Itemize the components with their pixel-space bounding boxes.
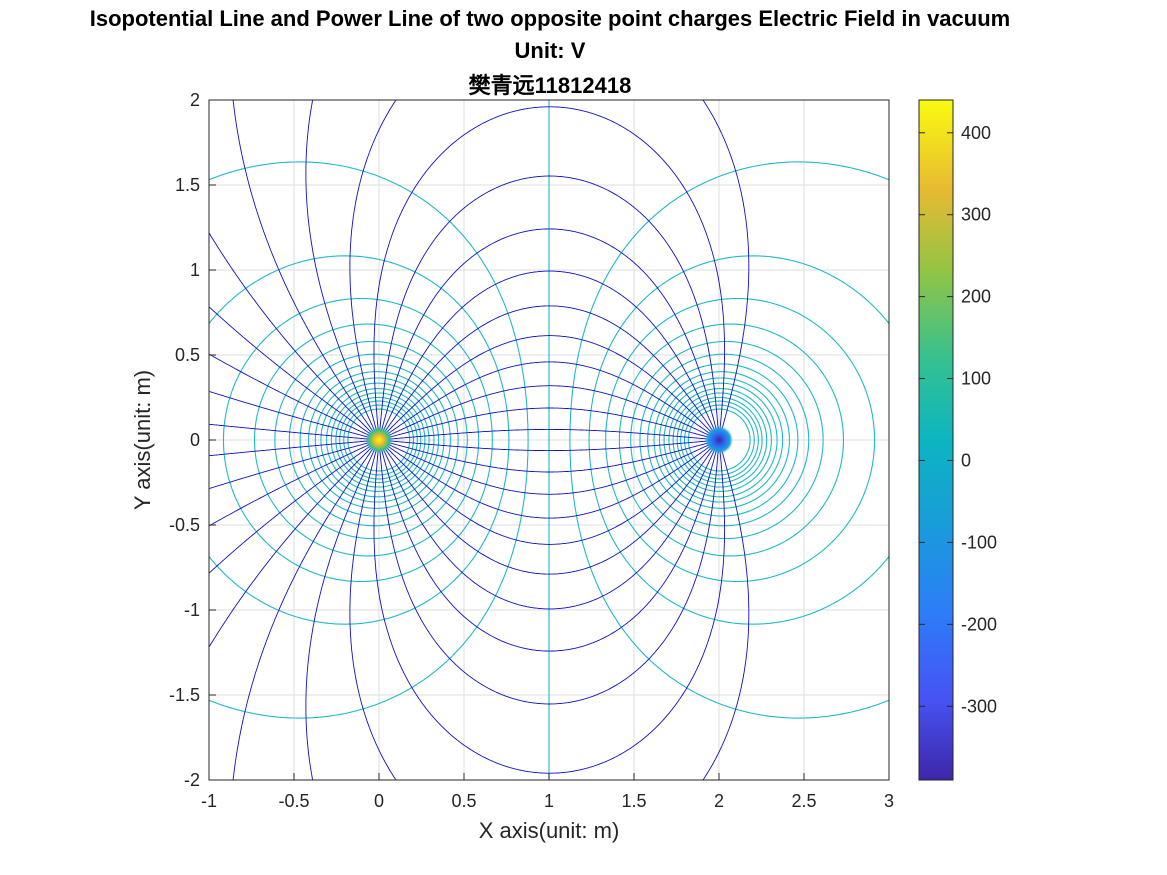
chart-subtitle-author: 樊青远11812418 [468, 73, 632, 98]
field-line [379, 444, 719, 652]
x-tick-label: 1 [544, 791, 554, 811]
isopotential-line [347, 408, 411, 472]
field-line [384, 428, 715, 441]
field-line [209, 440, 375, 490]
y-tick-label: 0.5 [175, 345, 200, 365]
field-line [380, 270, 718, 437]
y-tick-label: 1.5 [175, 175, 200, 195]
y-axis-label: Y axis(unit: m) [130, 370, 155, 510]
field-line [209, 439, 374, 457]
charge-markers [365, 426, 733, 454]
isopotential-line [569, 161, 889, 719]
isopotential-line [209, 161, 529, 719]
isopotential-line [588, 255, 889, 625]
colorbar-tick-label: -200 [961, 614, 997, 634]
field-line [384, 439, 715, 452]
field-line [209, 306, 376, 438]
field-lines [209, 100, 750, 780]
field-line [349, 444, 750, 780]
field-line [349, 100, 750, 436]
field-line [209, 443, 376, 648]
isopotential-line [683, 404, 755, 476]
field-line [209, 353, 375, 439]
y-tick-label: 1 [190, 260, 200, 280]
x-axis-label: X axis(unit: m) [479, 818, 620, 843]
field-line [378, 444, 720, 705]
field-line [209, 232, 376, 437]
field-line [382, 361, 716, 438]
field-line [305, 100, 378, 436]
y-tick-label: -2 [184, 770, 200, 790]
field-line [383, 407, 715, 440]
field-line [232, 100, 377, 437]
isopotential-line [647, 363, 799, 517]
colorbar-tick-label: 100 [961, 369, 991, 389]
x-tick-label: 0 [374, 791, 384, 811]
field-line [383, 385, 715, 439]
y-tick-label: -1 [184, 600, 200, 620]
isopotential-line [335, 396, 422, 484]
isopotential-line [687, 408, 751, 472]
isopotential-line [676, 396, 763, 484]
x-tick-label: 3 [884, 791, 894, 811]
colorbar-tick-label: 300 [961, 205, 991, 225]
field-line [382, 442, 716, 519]
field-line [209, 423, 374, 441]
colorbar-tick-label: 0 [961, 450, 971, 470]
isopotential-line [343, 404, 415, 476]
field-line [382, 335, 717, 438]
chart-title: Isopotential Line and Power Line of two … [89, 6, 1011, 31]
isopotential-lines [209, 100, 889, 780]
chart-subtitle-unit: Unit: V [514, 38, 586, 63]
x-tick-label: -1 [201, 791, 217, 811]
x-axis-ticks: -1 -0.5 0 0.5 1 1.5 2 2.5 3 [201, 773, 894, 811]
y-tick-label: 0 [190, 430, 200, 450]
colorbar-tick-label: 200 [961, 287, 991, 307]
field-line [381, 443, 717, 575]
colorbar-tick-label: -100 [961, 532, 997, 552]
field-line [378, 175, 720, 436]
isopotential-line [209, 255, 510, 625]
x-tick-label: 2 [714, 791, 724, 811]
field-line [383, 440, 715, 473]
field-line [209, 390, 375, 440]
field-line [305, 444, 378, 780]
isopotential-line [314, 377, 440, 503]
x-tick-label: 1.5 [621, 791, 646, 811]
field-line [379, 228, 719, 436]
colorbar [918, 99, 954, 781]
field-line [382, 442, 717, 545]
field-line [373, 106, 726, 435]
y-tick-label: -1.5 [169, 685, 200, 705]
positive-charge-marker [365, 426, 393, 454]
isopotential-line [672, 392, 768, 488]
isopotential-line [222, 297, 493, 583]
y-tick-label: 2 [190, 90, 200, 110]
colorbar-tick-label: 400 [961, 123, 991, 143]
field-line [383, 441, 715, 495]
isopotential-line [299, 363, 451, 517]
field-line [381, 305, 717, 437]
isopotential-line [663, 382, 778, 498]
field-line [209, 441, 375, 527]
isopotential-line [658, 377, 784, 503]
y-tick-label: -0.5 [169, 515, 200, 535]
x-tick-label: 0.5 [451, 791, 476, 811]
colorbar-tick-label: -300 [961, 696, 997, 716]
negative-charge-marker [705, 426, 733, 454]
field-line [232, 443, 377, 780]
field-line [209, 442, 376, 574]
field-line [380, 443, 718, 610]
y-axis-ticks: 2 1.5 1 0.5 0 -0.5 -1 -1.5 -2 [169, 90, 216, 790]
x-tick-label: 2.5 [791, 791, 816, 811]
isopotential-line [680, 400, 759, 480]
colorbar-ticks: 400 300 200 100 0 -100 -200 -300 [919, 123, 997, 716]
x-tick-label: -0.5 [278, 791, 309, 811]
